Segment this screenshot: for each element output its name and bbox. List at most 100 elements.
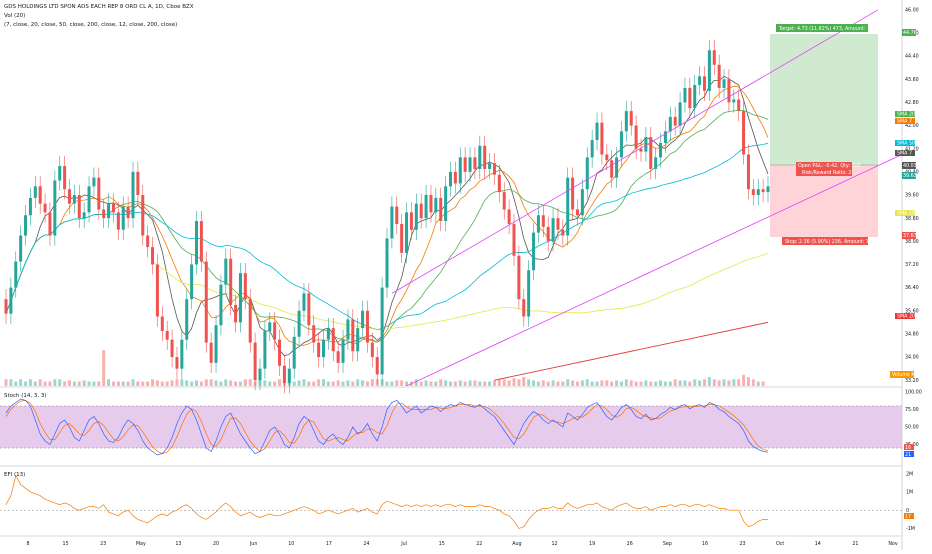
candle-body[interactable] (111, 203, 115, 213)
stop-zone[interactable] (770, 165, 878, 237)
candle-body[interactable] (448, 171, 453, 187)
candle-body[interactable] (619, 131, 623, 158)
candle-body[interactable] (312, 325, 316, 343)
candle-body[interactable] (14, 261, 18, 288)
channel-lower-line[interactable] (406, 154, 903, 387)
candle-body[interactable] (63, 166, 67, 190)
candle-body[interactable] (512, 223, 516, 256)
candle-body[interactable] (253, 342, 257, 381)
candle-body[interactable] (717, 64, 721, 88)
candle-body[interactable] (131, 171, 135, 219)
candle-body[interactable] (175, 357, 179, 369)
candle-body[interactable] (414, 203, 418, 230)
candle-body[interactable] (77, 195, 81, 219)
candle-body[interactable] (102, 209, 106, 219)
candle-body[interactable] (365, 310, 369, 343)
candle-body[interactable] (453, 171, 457, 184)
candle-body[interactable] (507, 209, 511, 224)
candle-body[interactable] (297, 310, 301, 337)
candle-body[interactable] (121, 206, 125, 230)
candle-body[interactable] (580, 189, 584, 216)
candle-body[interactable] (219, 284, 223, 326)
candle-body[interactable] (282, 365, 286, 384)
candle-body[interactable] (732, 99, 736, 103)
candle-body[interactable] (444, 186, 448, 222)
candle-body[interactable] (556, 218, 560, 230)
candle-body[interactable] (116, 212, 120, 230)
candle-body[interactable] (4, 299, 8, 314)
candle-body[interactable] (258, 368, 262, 381)
candle-body[interactable] (278, 339, 282, 366)
candle-body[interactable] (590, 140, 594, 158)
candle-body[interactable] (746, 154, 750, 190)
candle-body[interactable] (194, 221, 199, 265)
candle-body[interactable] (346, 319, 350, 340)
candle-body[interactable] (683, 87, 687, 103)
candle-body[interactable] (43, 203, 47, 213)
candle-body[interactable] (405, 212, 409, 253)
candle-body[interactable] (48, 212, 52, 236)
candle-body[interactable] (463, 157, 467, 172)
candle-body[interactable] (488, 163, 492, 169)
candle-body[interactable] (766, 186, 770, 193)
candle-body[interactable] (58, 166, 62, 181)
candle-body[interactable] (321, 339, 326, 358)
candle-body[interactable] (639, 148, 643, 152)
candle-body[interactable] (663, 131, 667, 143)
candle-body[interactable] (375, 357, 379, 375)
candle-body[interactable] (629, 111, 633, 126)
candle-body[interactable] (180, 339, 184, 369)
candle-body[interactable] (585, 157, 589, 190)
candle-body[interactable] (214, 325, 218, 363)
candle-body[interactable] (390, 206, 394, 239)
target-zone[interactable] (770, 34, 878, 165)
candle-body[interactable] (751, 189, 755, 195)
candle-body[interactable] (292, 336, 296, 369)
candle-body[interactable] (209, 342, 213, 363)
candle-body[interactable] (600, 122, 604, 155)
candle-body[interactable] (190, 264, 194, 300)
candle-body[interactable] (165, 331, 169, 340)
candle-body[interactable] (263, 331, 267, 369)
candle-body[interactable] (678, 102, 682, 126)
candle-body[interactable] (72, 195, 76, 204)
candle-body[interactable] (326, 328, 330, 340)
candle-body[interactable] (336, 351, 340, 363)
candle-body[interactable] (28, 197, 32, 216)
candle-body[interactable] (644, 137, 648, 152)
candle-body[interactable] (458, 157, 462, 184)
candle-body[interactable] (532, 232, 536, 271)
candle-body[interactable] (229, 258, 233, 305)
candle-body[interactable] (483, 145, 487, 169)
candle-body[interactable] (712, 50, 716, 65)
candle-body[interactable] (341, 339, 345, 363)
candle-body[interactable] (541, 215, 545, 227)
candle-body[interactable] (170, 339, 174, 358)
candle-body[interactable] (502, 192, 506, 210)
candle-body[interactable] (702, 76, 707, 91)
candle-body[interactable] (361, 310, 365, 329)
candle-body[interactable] (546, 226, 550, 242)
candle-body[interactable] (385, 238, 389, 288)
candle-body[interactable] (517, 255, 521, 300)
candle-body[interactable] (238, 273, 242, 323)
candle-body[interactable] (429, 195, 433, 213)
candle-body[interactable] (522, 299, 526, 317)
candle-body[interactable] (571, 177, 575, 210)
candle-body[interactable] (439, 197, 443, 222)
candle-body[interactable] (302, 293, 306, 311)
candle-body[interactable] (67, 189, 72, 204)
candle-body[interactable] (9, 287, 13, 314)
candle-body[interactable] (24, 215, 28, 236)
candle-body[interactable] (659, 142, 663, 158)
candle-body[interactable] (53, 180, 57, 236)
candle-body[interactable] (234, 304, 238, 323)
candle-body[interactable] (742, 111, 746, 155)
candle-body[interactable] (668, 116, 672, 132)
candle-body[interactable] (707, 50, 711, 91)
candle-body[interactable] (33, 186, 37, 198)
candle-body[interactable] (287, 368, 291, 384)
candle-body[interactable] (727, 79, 731, 103)
candle-body[interactable] (87, 186, 91, 213)
candle-body[interactable] (722, 79, 726, 88)
